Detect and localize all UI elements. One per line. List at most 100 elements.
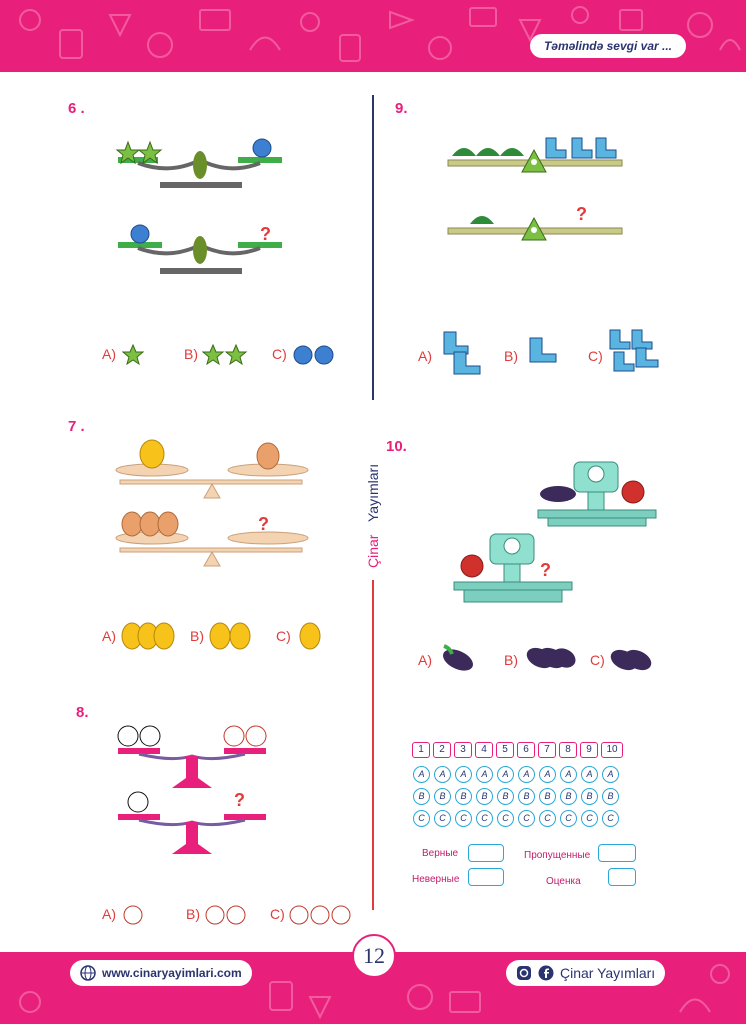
answer-bubble[interactable]: C	[581, 810, 598, 827]
q8-option-a-label: A)	[102, 906, 116, 922]
brand-name: Çinar Yayımları	[560, 965, 656, 981]
answer-bubble[interactable]: C	[434, 810, 451, 827]
plate-scale-2: ?	[115, 511, 309, 567]
vertical-brand: Çinar Yayımları	[365, 464, 381, 568]
question-9-seesaws: ?	[447, 137, 623, 241]
boot-icon	[529, 337, 557, 363]
pedestal-scale-2: ?	[118, 790, 266, 854]
answer-bubble[interactable]: B	[434, 788, 451, 805]
grade-box[interactable]	[608, 868, 636, 886]
answer-bubble[interactable]: A	[413, 766, 430, 783]
column-divider-bottom	[372, 580, 374, 910]
question-8-scales: ?	[117, 725, 267, 854]
website-link[interactable]: www.cinaryayimlari.com	[102, 966, 242, 980]
answer-bubble[interactable]: A	[434, 766, 451, 783]
answer-bubble[interactable]: A	[602, 766, 619, 783]
column-divider-top	[372, 95, 374, 400]
answer-bubble[interactable]: A	[455, 766, 472, 783]
answer-bubble[interactable]: B	[518, 788, 535, 805]
kitchen-scale-2: ?	[453, 533, 573, 603]
q9-option-b-label: B)	[504, 348, 518, 364]
seesaw-1	[447, 137, 623, 173]
correct-label: Верные	[422, 848, 459, 859]
q10-option-c-label: C)	[590, 652, 605, 668]
answer-bubble[interactable]: B	[581, 788, 598, 805]
answer-bubble[interactable]: B	[497, 788, 514, 805]
answer-bubble[interactable]: A	[539, 766, 556, 783]
seesaw-2: ?	[447, 204, 623, 241]
answer-number-cell: 2	[433, 742, 451, 758]
two-balls-icon	[293, 345, 334, 365]
answer-bubble[interactable]: B	[476, 788, 493, 805]
facebook-icon[interactable]	[538, 965, 554, 981]
two-baseballs-icon	[205, 905, 246, 925]
question-7-number: 7 .	[68, 418, 85, 435]
four-boots-icon	[609, 329, 659, 372]
answer-number-cell: 9	[580, 742, 598, 758]
instagram-icon[interactable]	[516, 965, 532, 981]
answer-bubble[interactable]: A	[581, 766, 598, 783]
q7-option-c-label: C)	[276, 628, 291, 644]
wrong-count-box[interactable]	[468, 868, 504, 886]
q6-option-a-label: A)	[102, 346, 116, 362]
answer-bubble[interactable]: A	[497, 766, 514, 783]
question-6-scales: ?	[115, 138, 282, 274]
question-10-number: 10.	[386, 438, 407, 455]
answer-number-cell: 6	[517, 742, 535, 758]
two-stars-icon	[202, 344, 248, 366]
question-mark: ?	[258, 514, 269, 534]
brand-word-cinar: Çinar	[365, 534, 381, 568]
three-eggplants-icon	[526, 647, 576, 669]
answer-bubble[interactable]: A	[560, 766, 577, 783]
answer-bubble[interactable]: C	[560, 810, 577, 827]
q8-option-c-label: C)	[270, 906, 285, 922]
page-number: 12	[352, 934, 396, 978]
answer-bubble[interactable]: C	[476, 810, 493, 827]
question-8-number: 8.	[76, 704, 89, 721]
answer-bubble[interactable]: C	[518, 810, 535, 827]
q8-option-b-label: B)	[186, 906, 200, 922]
answer-number-cell: 5	[496, 742, 514, 758]
q10-option-b-label: B)	[504, 652, 518, 668]
answer-bubble[interactable]: C	[497, 810, 514, 827]
correct-count-box[interactable]	[468, 844, 504, 862]
social-pill[interactable]: Çinar Yayımları	[506, 960, 666, 986]
chick-icon	[299, 622, 321, 650]
answer-bubble[interactable]: B	[455, 788, 472, 805]
answer-bubble[interactable]: A	[518, 766, 535, 783]
answer-bubble[interactable]: C	[413, 810, 430, 827]
answer-bubble[interactable]: B	[413, 788, 430, 805]
q6-option-b-label: B)	[184, 346, 198, 362]
q6-option-c-label: C)	[272, 346, 287, 362]
question-mark: ?	[576, 204, 587, 224]
answer-bubble[interactable]: A	[476, 766, 493, 783]
doodle-pattern	[19, 6, 741, 62]
answer-number-cell: 10	[601, 742, 623, 758]
answer-bubble[interactable]: B	[560, 788, 577, 805]
answer-bubble[interactable]: B	[539, 788, 556, 805]
question-6-number: 6 .	[68, 100, 85, 117]
question-mark: ?	[260, 224, 271, 244]
skipped-count-box[interactable]	[598, 844, 636, 862]
two-chicks-icon	[209, 622, 251, 650]
balance-scale-1	[115, 138, 282, 188]
answer-number-cell: 3	[454, 742, 472, 758]
answer-bubble[interactable]: B	[602, 788, 619, 805]
doodle-pattern	[19, 964, 730, 1020]
q7-option-b-label: B)	[190, 628, 204, 644]
q10-option-a-label: A)	[418, 652, 432, 668]
answer-bubble[interactable]: C	[602, 810, 619, 827]
answer-bubble[interactable]: C	[455, 810, 472, 827]
globe-icon	[80, 965, 96, 981]
three-baseballs-icon	[289, 905, 351, 925]
website-pill[interactable]: www.cinaryayimlari.com	[70, 960, 252, 986]
answer-number-cell: 4	[475, 742, 493, 758]
slogan-badge: Təməlində sevgi var ...	[529, 34, 686, 58]
answer-number-cell: 8	[559, 742, 577, 758]
q9-option-c-label: C)	[588, 348, 603, 364]
answer-bubble[interactable]: C	[539, 810, 556, 827]
answer-number-cell: 7	[538, 742, 556, 758]
star-icon	[122, 344, 144, 366]
answer-number-cell: 1	[412, 742, 430, 758]
two-eggplants-icon	[610, 649, 652, 671]
